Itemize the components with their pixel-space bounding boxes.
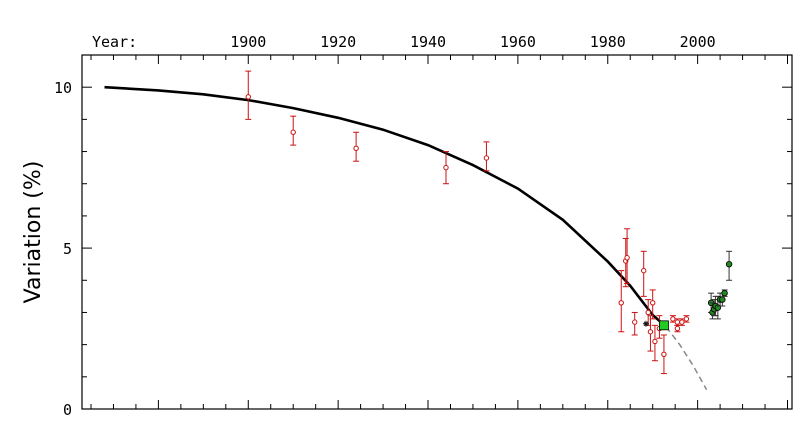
y-tick-label: 5 xyxy=(63,240,72,258)
data-point xyxy=(245,94,251,100)
data-point xyxy=(624,255,630,261)
data-point xyxy=(652,338,658,345)
fit-curve xyxy=(104,85,668,328)
y-axis-label: Variation (%) xyxy=(21,161,46,304)
data-point xyxy=(674,325,681,332)
x-tick-label: 1920 xyxy=(320,33,356,51)
data-point xyxy=(641,267,647,274)
highlight-marker xyxy=(659,320,669,331)
data-point xyxy=(674,319,681,325)
y-tick-label: 10 xyxy=(54,79,72,97)
x-tick-label: 1980 xyxy=(590,33,626,51)
data-point xyxy=(645,309,651,316)
x-tick-label: 2000 xyxy=(680,33,716,51)
data-point xyxy=(725,260,733,268)
x-tick-label: 1940 xyxy=(410,33,446,51)
x-tick-label: 1960 xyxy=(500,33,536,51)
data-point xyxy=(647,329,654,335)
x-tick-label: 1900 xyxy=(230,33,266,51)
data-point xyxy=(353,145,359,152)
data-point xyxy=(290,129,296,135)
data-point xyxy=(683,316,690,322)
plot-frame xyxy=(81,54,793,410)
fit-curve-extrapolated xyxy=(665,326,708,391)
marks xyxy=(104,70,733,391)
data-point xyxy=(721,289,728,297)
data-point xyxy=(661,351,667,357)
data-point xyxy=(649,300,656,306)
data-point xyxy=(618,300,624,306)
data-point xyxy=(719,296,726,303)
star-marker xyxy=(642,320,649,327)
top-axis-prefix: Year: xyxy=(92,33,137,51)
data-point xyxy=(632,319,638,325)
y-tick-label: 0 xyxy=(63,401,72,419)
axes: 1900 1920 1940 1960 1980 2000 0 5 10 xyxy=(54,33,793,419)
data-point xyxy=(443,164,449,171)
data-point xyxy=(483,155,490,161)
